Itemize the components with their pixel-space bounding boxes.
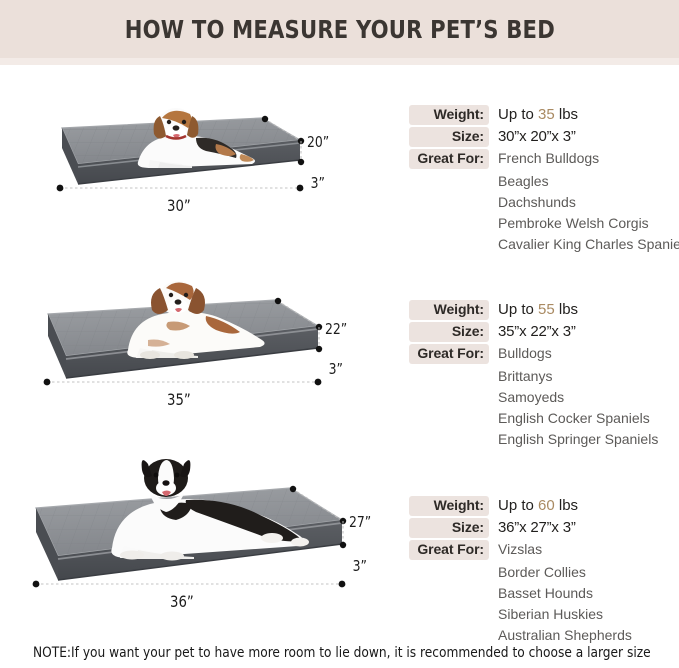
depth-label-large: 27” <box>348 513 372 531</box>
dog-beagle <box>137 108 255 168</box>
breed-item: Vizslas <box>498 541 543 557</box>
weight-number: 60 <box>538 497 555 514</box>
weight-value: Up to 35 lbs <box>489 105 578 124</box>
size-value: 36”x 27”x 3” <box>498 519 576 536</box>
breed-item: Basset Hounds <box>498 585 593 601</box>
width-label-small: 30” <box>167 196 191 215</box>
height-label-medium: 3” <box>328 360 343 378</box>
breed-item: Pembroke Welsh Corgis <box>498 215 649 231</box>
weight-unit: lbs <box>554 301 579 318</box>
dog-brittany <box>127 281 265 359</box>
breed-list: Border Collies Basset Hounds Siberian Hu… <box>409 562 679 646</box>
footer-note: NOTE:If you want your pet to have more r… <box>33 645 651 661</box>
breed-item: Samoyeds <box>498 389 565 405</box>
depth-label-small: 20” <box>306 133 330 151</box>
breed-item: Cavalier King Charles Spaniels <box>498 236 679 252</box>
large-bed-svg <box>32 459 347 588</box>
dog-border-collie <box>111 459 309 561</box>
width-label-large: 36” <box>170 592 194 611</box>
breed-list: Beagles Dachshunds Pembroke Welsh Corgis… <box>409 171 679 255</box>
bed-row-large: 27” 3” 36” Weight: Up to 60 lbs Size: 36… <box>0 432 679 643</box>
medium-bed-svg <box>43 281 323 386</box>
spec-panel-medium: Weight: Up to 55 lbs Size: 35”x 22”x 3” … <box>409 300 679 450</box>
size-line: Size: 36”x 27”x 3” <box>409 518 679 538</box>
weight-prefix: Up to <box>498 497 539 514</box>
weight-number: 55 <box>538 301 555 318</box>
size-label: Size: <box>409 322 489 342</box>
breed-item: English Springer Spaniels <box>498 431 659 447</box>
weight-label: Weight: <box>409 300 489 320</box>
depth-dim-line <box>277 300 320 328</box>
size-label: Size: <box>409 518 489 538</box>
size-line: Size: 30”x 20”x 3” <box>409 127 679 147</box>
great-for-line: Great For: Bulldogs <box>409 344 679 364</box>
spec-panel-large: Weight: Up to 60 lbs Size: 36”x 27”x 3” … <box>409 496 679 646</box>
breed-item: English Cocker Spaniels <box>498 410 650 426</box>
height-label-large: 3” <box>352 557 367 575</box>
great-for-line: Great For: French Bulldogs <box>409 149 679 169</box>
weight-prefix: Up to <box>498 106 539 123</box>
width-label-medium: 35” <box>167 390 191 409</box>
bed-illustration-small: 20” 3” 30” <box>0 78 400 238</box>
breed-item: Siberian Huskies <box>498 606 604 622</box>
depth-dim-line <box>264 118 302 142</box>
small-bed-svg <box>56 108 305 192</box>
great-for-line: Great For: Vizslas <box>409 540 679 560</box>
spec-panel-small: Weight: Up to 35 lbs Size: 30”x 20”x 3” … <box>409 105 679 255</box>
size-value: 35”x 22”x 3” <box>498 323 576 340</box>
height-label-small: 3” <box>310 174 325 192</box>
breed-item: Australian Shepherds <box>498 627 632 643</box>
header-subband <box>0 58 679 65</box>
great-for-label: Great For: <box>409 149 489 169</box>
weight-line: Weight: Up to 55 lbs <box>409 300 679 320</box>
bed-row-medium: 22” 3” 35” Weight: Up to 55 lbs Size: 35… <box>0 248 679 447</box>
bed-illustration-large: 27” 3” 36” <box>0 432 400 622</box>
page-title: HOW TO MEASURE YOUR PET’S BED <box>124 14 555 44</box>
weight-line: Weight: Up to 35 lbs <box>409 105 679 125</box>
weight-unit: lbs <box>554 106 579 123</box>
weight-line: Weight: Up to 60 lbs <box>409 496 679 516</box>
weight-label: Weight: <box>409 496 489 516</box>
breed-item: Bulldogs <box>498 345 552 361</box>
weight-value: Up to 55 lbs <box>489 300 578 319</box>
header-band: HOW TO MEASURE YOUR PET’S BED <box>0 0 679 58</box>
weight-unit: lbs <box>554 497 579 514</box>
size-value: 30”x 20”x 3” <box>498 128 576 145</box>
breed-list: Brittanys Samoyeds English Cocker Spanie… <box>409 366 679 450</box>
weight-prefix: Up to <box>498 301 539 318</box>
depth-label-medium: 22” <box>324 320 348 338</box>
breed-item: French Bulldogs <box>498 150 600 166</box>
size-line: Size: 35”x 22”x 3” <box>409 322 679 342</box>
weight-number: 35 <box>538 106 555 123</box>
breed-item: Border Collies <box>498 564 586 580</box>
breed-item: Beagles <box>498 173 549 189</box>
weight-value: Up to 60 lbs <box>489 496 578 515</box>
bed-row-small: 20” 3” 30” Weight: Up to 35 lbs Size: 30… <box>0 78 679 252</box>
size-label: Size: <box>409 127 489 147</box>
breed-item: Dachshunds <box>498 194 576 210</box>
breed-item: Brittanys <box>498 368 553 384</box>
bed-illustration-medium: 22” 3” 35” <box>0 248 400 423</box>
weight-label: Weight: <box>409 105 489 125</box>
great-for-label: Great For: <box>409 344 489 364</box>
great-for-label: Great For: <box>409 540 489 560</box>
